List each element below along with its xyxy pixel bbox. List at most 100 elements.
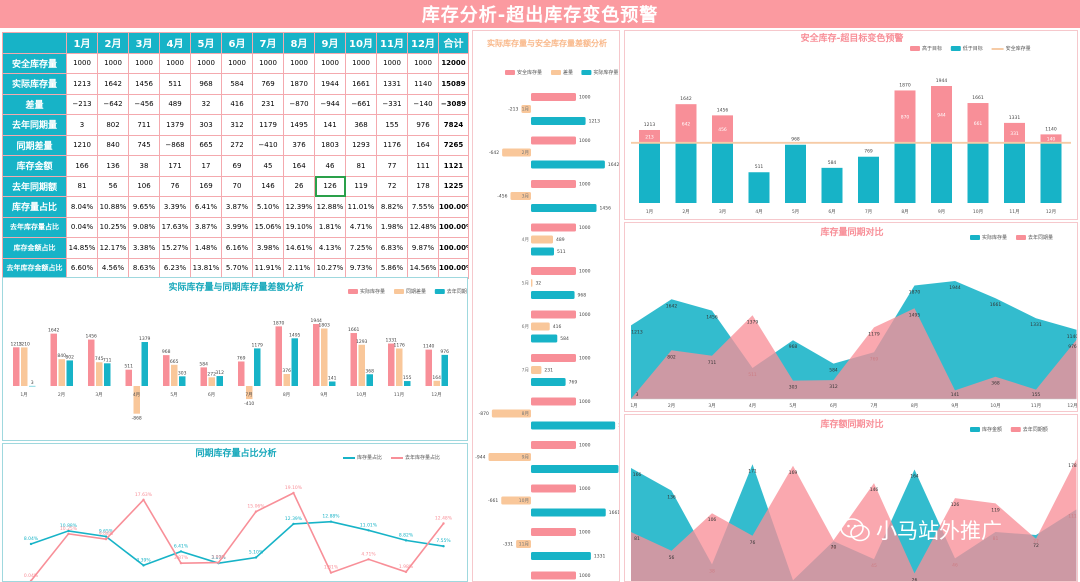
table-cell[interactable]: 1.48% <box>190 237 222 259</box>
table-cell[interactable]: 9.73% <box>345 257 377 279</box>
table-cell[interactable]: 9.08% <box>128 216 160 238</box>
table-cell[interactable]: 1000 <box>66 52 98 74</box>
table-cell[interactable]: 711 <box>128 114 160 136</box>
table-cell[interactable]: 5.70% <box>221 257 253 279</box>
table-cell[interactable]: 111 <box>407 155 439 177</box>
table-cell[interactable]: 1642 <box>97 73 129 95</box>
table-cell[interactable]: 12.88% <box>314 196 346 218</box>
table-cell[interactable]: 70 <box>221 175 253 197</box>
table-cell[interactable]: 155 <box>376 114 408 136</box>
table-cell[interactable]: 17 <box>190 155 222 177</box>
table-cell[interactable]: −213 <box>66 93 98 115</box>
table-cell[interactable]: 15.06% <box>252 216 284 238</box>
table-cell[interactable]: 14.85% <box>66 237 98 259</box>
table-cell[interactable]: 489 <box>159 93 191 115</box>
table-cell[interactable]: 1379 <box>159 114 191 136</box>
table-cell[interactable]: 1331 <box>376 73 408 95</box>
table-cell[interactable]: −870 <box>283 93 315 115</box>
table-cell[interactable]: −410 <box>252 134 284 156</box>
table-cell[interactable]: 1495 <box>283 114 315 136</box>
table-cell[interactable]: 1210 <box>66 134 98 156</box>
table-cell-total[interactable]: 7265 <box>438 134 469 156</box>
table-cell[interactable]: 1000 <box>159 52 191 74</box>
table-cell[interactable]: 164 <box>407 134 439 156</box>
table-cell[interactable]: 1179 <box>252 114 284 136</box>
table-cell[interactable]: 11.91% <box>252 257 284 279</box>
table-cell[interactable]: 7.55% <box>407 196 439 218</box>
table-cell[interactable]: 1000 <box>97 52 129 74</box>
table-cell[interactable]: 6.16% <box>221 237 253 259</box>
table-cell[interactable]: 1000 <box>376 52 408 74</box>
table-cell[interactable]: 178 <box>407 175 439 197</box>
table-cell[interactable]: 15.27% <box>159 237 191 259</box>
table-cell[interactable]: 38 <box>128 155 160 177</box>
table-cell[interactable]: −140 <box>407 93 439 115</box>
table-cell[interactable]: 1000 <box>252 52 284 74</box>
table-cell-total[interactable]: 15089 <box>438 73 469 95</box>
table-cell[interactable]: 368 <box>345 114 377 136</box>
table-cell[interactable]: 12.48% <box>407 216 439 238</box>
table-cell[interactable]: 0.04% <box>66 216 98 238</box>
table-cell[interactable]: 26 <box>283 175 315 197</box>
table-cell[interactable]: 3.99% <box>221 216 253 238</box>
table-cell[interactable]: 303 <box>190 114 222 136</box>
table-cell[interactable]: 164 <box>283 155 315 177</box>
table-cell[interactable]: 6.83% <box>376 237 408 259</box>
table-cell[interactable]: 5.86% <box>376 257 408 279</box>
table-cell-total[interactable]: 100.00% <box>438 257 469 279</box>
table-cell[interactable]: 376 <box>283 134 315 156</box>
table-cell[interactable]: 1140 <box>407 73 439 95</box>
table-cell[interactable]: 511 <box>159 73 191 95</box>
table-cell[interactable]: 6.60% <box>66 257 98 279</box>
table-cell[interactable]: 12.17% <box>97 237 129 259</box>
table-cell[interactable]: 1293 <box>345 134 377 156</box>
table-cell[interactable]: 7.25% <box>345 237 377 259</box>
table-cell-total[interactable]: 1121 <box>438 155 469 177</box>
table-cell[interactable]: 169 <box>190 175 222 197</box>
table-cell[interactable]: 1213 <box>66 73 98 95</box>
table-cell[interactable]: 81 <box>66 175 98 197</box>
table-cell[interactable]: 1000 <box>128 52 160 74</box>
table-cell[interactable]: −868 <box>159 134 191 156</box>
table-cell[interactable]: 146 <box>252 175 284 197</box>
table-cell[interactable]: 3.38% <box>128 237 160 259</box>
table-cell[interactable]: 72 <box>376 175 408 197</box>
table-cell[interactable]: 12.39% <box>283 196 315 218</box>
table-cell-total[interactable]: 100.00% <box>438 196 469 218</box>
table-cell[interactable]: 665 <box>190 134 222 156</box>
table-cell[interactable]: −642 <box>97 93 129 115</box>
table-cell[interactable]: 312 <box>221 114 253 136</box>
table-cell[interactable]: 56 <box>97 175 129 197</box>
table-cell[interactable]: 171 <box>159 155 191 177</box>
table-cell[interactable]: −331 <box>376 93 408 115</box>
table-cell[interactable]: 136 <box>97 155 129 177</box>
table-cell[interactable]: 17.63% <box>159 216 191 238</box>
table-cell[interactable]: 5.10% <box>252 196 284 218</box>
table-cell[interactable]: 1803 <box>314 134 346 156</box>
table-cell[interactable]: 6.23% <box>159 257 191 279</box>
table-cell[interactable]: 77 <box>376 155 408 177</box>
table-cell[interactable]: 8.63% <box>128 257 160 279</box>
table-cell[interactable]: 1000 <box>221 52 253 74</box>
table-cell[interactable]: 13.81% <box>190 257 222 279</box>
table-cell[interactable]: 976 <box>407 114 439 136</box>
table-cell[interactable]: 3.98% <box>252 237 284 259</box>
table-cell[interactable]: 1456 <box>128 73 160 95</box>
table-cell[interactable]: 10.88% <box>97 196 129 218</box>
table-cell[interactable]: 76 <box>159 175 191 197</box>
table-cell[interactable]: 166 <box>66 155 98 177</box>
table-cell[interactable]: 1000 <box>190 52 222 74</box>
table-cell[interactable]: 14.61% <box>283 237 315 259</box>
table-cell[interactable]: 3.87% <box>190 216 222 238</box>
table-cell[interactable]: 968 <box>190 73 222 95</box>
table-cell-total[interactable]: 7824 <box>438 114 469 136</box>
table-cell[interactable]: 1.98% <box>376 216 408 238</box>
table-cell-total[interactable]: 100.00% <box>438 237 469 259</box>
table-cell[interactable]: 1944 <box>314 73 346 95</box>
table-cell[interactable]: 8.82% <box>376 196 408 218</box>
table-cell[interactable]: 231 <box>252 93 284 115</box>
table-cell[interactable]: 1000 <box>314 52 346 74</box>
table-cell[interactable]: 1.81% <box>314 216 346 238</box>
table-cell[interactable]: 3.39% <box>159 196 191 218</box>
table-cell[interactable]: 106 <box>128 175 160 197</box>
